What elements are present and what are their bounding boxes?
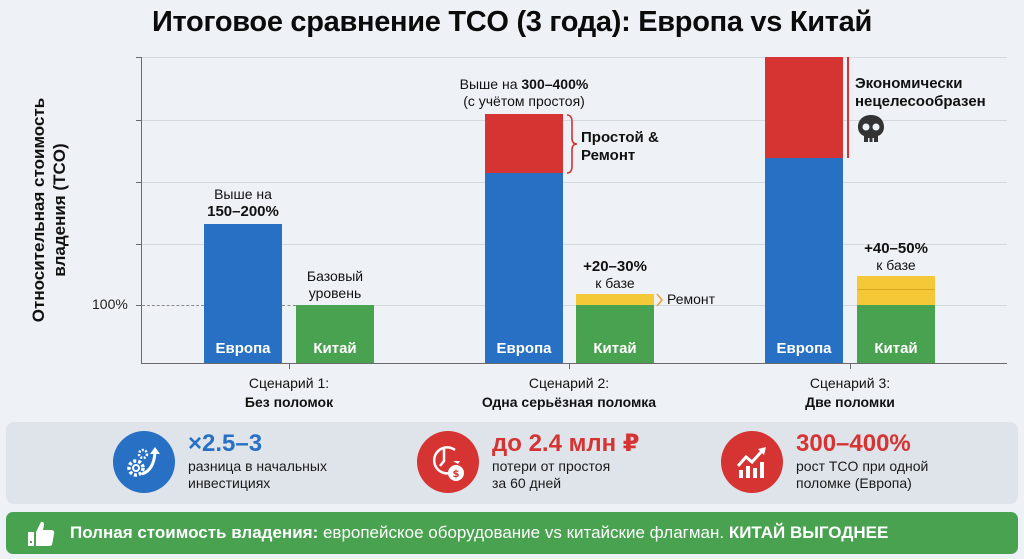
bar-china-s1: Китай: [296, 305, 374, 363]
banner-bold-prefix: Полная стоимость владения:: [70, 523, 319, 542]
page-title: Итоговое сравнение TCO (3 года): Европа …: [151, 6, 873, 38]
bar-europe-s3-downtime: [765, 57, 843, 158]
y-tick: [136, 305, 141, 306]
y-axis-label-line2: владения (TCO): [50, 143, 69, 277]
y-tick: [136, 244, 141, 245]
gridline: [141, 57, 1007, 58]
category-label-s1: Сценарий 1: Без поломок: [244, 375, 334, 410]
x-tick: [850, 363, 851, 369]
stat-value: ×2.5–3: [188, 430, 263, 457]
gears-growth-icon: [113, 431, 175, 493]
gridline: [141, 120, 1007, 121]
reference-line-100: [282, 305, 296, 306]
bar-europe-s2-base: Европа: [485, 173, 563, 363]
svg-text:$: $: [453, 469, 460, 480]
gridline: [141, 244, 1007, 245]
brace-label-s2: Простой & Ремонт: [581, 129, 659, 164]
china-annotation-s1: Базовый уровень: [306, 268, 364, 301]
conclusion-banner: Полная стоимость владения: европейское о…: [6, 512, 1018, 554]
bar-china-s2-base: Китай: [576, 305, 654, 363]
china-annotation-s2: +20–30% к базе: [583, 258, 647, 291]
stat-value: 300–400%: [796, 430, 911, 457]
x-axis: [141, 363, 1007, 364]
china-annotation-s3: +40–50% к базе: [864, 240, 928, 273]
stat-desc: потери от простоя: [492, 458, 611, 474]
gridline: [141, 182, 1007, 183]
banner-text: европейское оборудование vs китайские фл…: [318, 523, 729, 542]
bar-china-s3-base: Китай: [857, 305, 935, 363]
brace-icon: [656, 293, 664, 307]
x-tick: [569, 363, 570, 369]
y-axis-label-line1: Относительная стоимость: [29, 97, 48, 323]
chart-growth-icon: [721, 431, 783, 493]
clock-money-bag-icon: $: [417, 431, 479, 493]
y-tick: [136, 57, 141, 58]
stat-desc: поломке (Европа): [796, 475, 912, 491]
brace-label-s3: Экономически нецелесообразен: [855, 75, 986, 110]
bar-europe-s1: Европа: [204, 224, 282, 363]
brace-icon: [566, 114, 578, 174]
bar-europe-s3-base: Европа: [765, 158, 843, 363]
y-tick: [136, 182, 141, 183]
brace-label-s2-china: Ремонт: [667, 291, 716, 307]
segment-divider: [857, 289, 935, 290]
stats-panel: ×2.5–3 разница в начальных инвестициях $…: [6, 422, 1018, 504]
x-tick: [289, 363, 290, 369]
reference-line-100: [142, 305, 204, 306]
bar-china-s2-repair: [576, 294, 654, 305]
europe-annotation-s2: Выше на 300–400% (с учётом простоя): [459, 76, 589, 109]
skull-icon: [858, 115, 884, 142]
europe-annotation-s1: Выше на 150–200%: [207, 186, 279, 220]
category-label-s2: Сценарий 2: Одна серьёзная поломка: [481, 375, 657, 410]
category-label-s3: Сценарий 3: Две поломки: [805, 375, 895, 410]
stat-desc: разница в начальных: [188, 458, 327, 474]
stat-value: до 2.4 млн ₽: [492, 430, 640, 457]
bar-europe-s2-downtime: [485, 114, 563, 173]
gridline: [374, 305, 1007, 306]
bracket-line: [847, 57, 849, 158]
banner-bold-suffix: КИТАЙ ВЫГОДНЕЕ: [728, 523, 889, 542]
stat-desc: инвестициях: [188, 475, 271, 491]
stat-desc: за 60 дней: [492, 475, 562, 491]
y-tick: [136, 120, 141, 121]
bar-china-s3-repair: [857, 276, 935, 305]
y-axis: [141, 57, 142, 363]
tco-bar-chart: Относительная стоимость владения (TCO) 1…: [29, 57, 1007, 410]
y-tick-label-100: 100%: [92, 296, 128, 312]
thumbs-up-icon: [28, 521, 55, 546]
stat-desc: рост TCO при одной: [796, 458, 929, 474]
